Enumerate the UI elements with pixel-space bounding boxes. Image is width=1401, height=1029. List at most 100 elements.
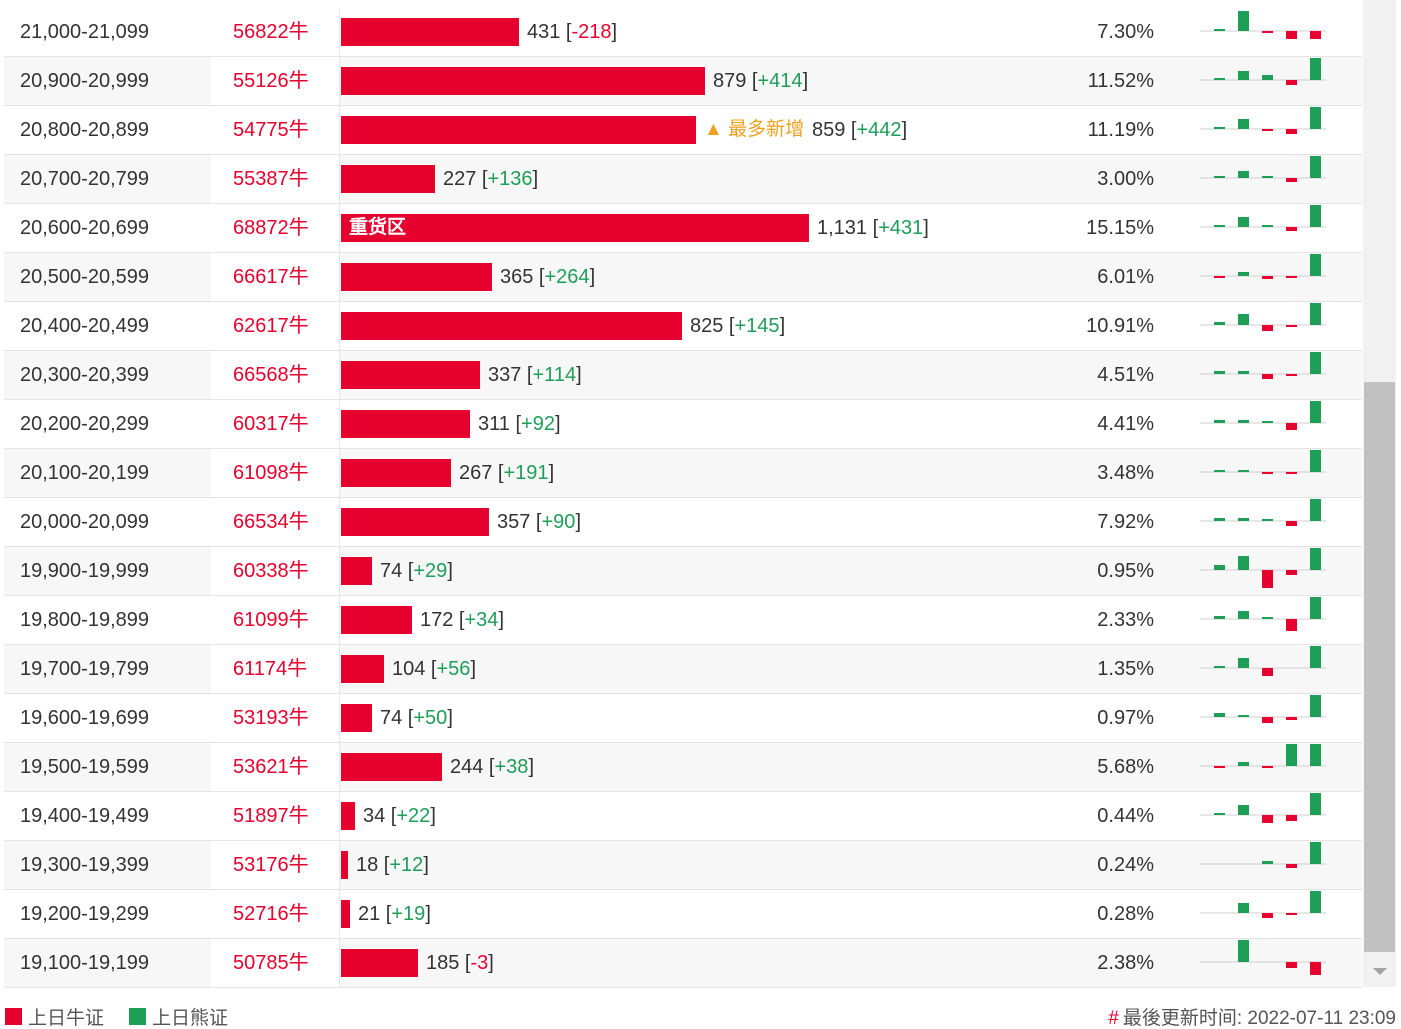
table-row[interactable]: 21,000-21,099 56822牛 431 [-218] 7.30% xyxy=(4,8,1362,57)
sparkline-bar xyxy=(1286,913,1297,915)
warrant-code-link[interactable]: 61098牛 xyxy=(233,462,309,484)
outstanding-bar xyxy=(341,263,492,291)
warrant-code-link[interactable]: 52716牛 xyxy=(233,903,309,925)
table-row[interactable]: 19,500-19,599 53621牛 244 [+38] 5.68% xyxy=(4,743,1362,792)
price-range: 19,200-19,299 xyxy=(20,903,150,925)
outstanding-bar xyxy=(341,312,682,340)
sparkline-bar xyxy=(1262,276,1273,279)
price-range: 19,600-19,699 xyxy=(20,707,150,729)
warrant-code-link[interactable]: 53621牛 xyxy=(233,756,309,778)
table-row[interactable]: 19,300-19,399 53176牛 18 [+12] 0.24% xyxy=(4,841,1362,890)
table-row[interactable]: 19,400-19,499 51897牛 34 [+22] 0.44% xyxy=(4,792,1362,841)
table-row[interactable]: 20,200-20,299 60317牛 311 [+92] 4.41% xyxy=(4,400,1362,449)
warrant-code-link[interactable]: 66534牛 xyxy=(233,511,309,533)
outstanding-bar xyxy=(341,165,435,193)
daily-change: +145 xyxy=(734,315,780,337)
outstanding-bar xyxy=(341,655,384,683)
sparkline-bar xyxy=(1262,913,1273,918)
share-percent: 0.28% xyxy=(1097,903,1154,925)
outstanding-count: 172 xyxy=(420,609,454,631)
table-row[interactable]: 19,700-19,799 61174牛 104 [+56] 1.35% xyxy=(4,645,1362,694)
warrant-code-link[interactable]: 60317牛 xyxy=(233,413,309,435)
table-row[interactable]: 19,800-19,899 61099牛 172 [+34] 2.33% xyxy=(4,596,1362,645)
table-row[interactable]: 20,400-20,499 62617牛 825 [+145] 10.91% xyxy=(4,302,1362,351)
table-row[interactable]: 20,300-20,399 66568牛 337 [+114] 4.51% xyxy=(4,351,1362,400)
sparkline-bar xyxy=(1238,903,1249,913)
table-row[interactable]: 20,900-20,999 55126牛 879 [+414] 11.52% xyxy=(4,57,1362,106)
sparkline-bar xyxy=(1238,518,1249,521)
hash-icon: # xyxy=(1108,1008,1119,1029)
warrant-code-link[interactable]: 53193牛 xyxy=(233,707,309,729)
sparkline-bar xyxy=(1286,276,1297,278)
daily-change: +22 xyxy=(396,805,431,827)
sparkline-bar xyxy=(1238,556,1249,570)
sparkline-bar xyxy=(1310,107,1321,129)
outstanding-bar xyxy=(341,361,480,389)
scroll-down-arrow-icon[interactable] xyxy=(1363,958,1396,984)
history-sparkline xyxy=(1200,303,1326,331)
warrant-code-link[interactable]: 56822牛 xyxy=(233,21,309,43)
outstanding-bar xyxy=(341,802,355,830)
warrant-code-link[interactable]: 60338牛 xyxy=(233,560,309,582)
warrant-code-link[interactable]: 53176牛 xyxy=(233,854,309,876)
sparkline-bar xyxy=(1262,617,1273,619)
history-sparkline xyxy=(1200,548,1326,588)
sparkline-bar xyxy=(1238,611,1249,619)
history-sparkline xyxy=(1200,499,1326,526)
sparkline-bar xyxy=(1238,71,1249,80)
sparkline-bar xyxy=(1214,565,1225,570)
outstanding-count: 21 xyxy=(358,903,381,925)
sparkline-bar xyxy=(1262,519,1273,521)
strike-cell-bg xyxy=(211,645,340,693)
strike-cell-bg xyxy=(211,841,340,889)
table-row[interactable]: 20,700-20,799 55387牛 227 [+136] 3.00% xyxy=(4,155,1362,204)
warrant-code-link[interactable]: 54775牛 xyxy=(233,119,309,141)
warrant-code-link[interactable]: 66617牛 xyxy=(233,266,309,288)
sparkline-bar xyxy=(1286,815,1297,821)
sparkline-bar xyxy=(1214,616,1225,619)
warrant-code-link[interactable]: 51897牛 xyxy=(233,805,309,827)
outstanding-count: 431 xyxy=(527,21,561,43)
sparkline-bar xyxy=(1310,548,1321,570)
sparkline-bar xyxy=(1262,31,1273,33)
sparkline-bar xyxy=(1286,80,1297,85)
outstanding-value: 879 [+414] xyxy=(713,70,809,92)
table-row[interactable]: 20,000-20,099 66534牛 357 [+90] 7.92% xyxy=(4,498,1362,547)
warrant-code-link[interactable]: 50785牛 xyxy=(233,952,309,974)
daily-change: +34 xyxy=(464,609,499,631)
table-row[interactable]: 20,600-20,699 68872牛 重货区 1,131 [+431] 15.15% xyxy=(4,204,1362,253)
share-percent: 3.00% xyxy=(1097,168,1154,190)
last-updated-label: 最後更新时间: xyxy=(1122,1008,1243,1029)
table-row[interactable]: 19,100-19,199 50785牛 185 [-3] 2.38% xyxy=(4,939,1362,988)
sparkline-bar xyxy=(1310,962,1321,975)
sparkline-bar xyxy=(1238,420,1249,423)
table-row[interactable]: 19,900-19,999 60338牛 74 [+29] 0.95% xyxy=(4,547,1362,596)
warrant-code-link[interactable]: 61099牛 xyxy=(233,609,309,631)
table-row[interactable]: 20,500-20,599 66617牛 365 [+264] 6.01% xyxy=(4,253,1362,302)
vertical-scrollbar[interactable] xyxy=(1363,0,1396,987)
sparkline-bar xyxy=(1238,715,1249,717)
share-percent: 6.01% xyxy=(1097,266,1154,288)
bear-swatch-icon xyxy=(129,1008,146,1025)
sparkline-bar xyxy=(1262,668,1273,676)
warrant-code-link[interactable]: 61174牛 xyxy=(233,658,308,680)
sparkline-bar xyxy=(1286,962,1297,968)
outstanding-value: 244 [+38] xyxy=(450,756,534,778)
warrant-code-link[interactable]: 66568牛 xyxy=(233,364,309,386)
daily-change: +264 xyxy=(544,266,590,288)
warrant-code-link[interactable]: 62617牛 xyxy=(233,315,309,337)
scrollbar-thumb[interactable] xyxy=(1364,382,1395,952)
warrant-code-link[interactable]: 68872牛 xyxy=(233,217,309,239)
price-range: 21,000-21,099 xyxy=(20,21,150,43)
table-row[interactable]: 20,100-20,199 61098牛 267 [+191] 3.48% xyxy=(4,449,1362,498)
table-row[interactable]: 19,600-19,699 53193牛 74 [+50] 0.97% xyxy=(4,694,1362,743)
warrant-code-link[interactable]: 55387牛 xyxy=(233,168,309,190)
warrant-code-link[interactable]: 55126牛 xyxy=(233,70,309,92)
outstanding-count: 18 xyxy=(356,854,379,876)
sparkline-bar xyxy=(1214,276,1225,278)
share-percent: 15.15% xyxy=(1086,217,1154,239)
sparkline-bar xyxy=(1214,371,1225,374)
table-row[interactable]: 20,800-20,899 54775牛 ▲ 最多新增 859 [+442] 11.19… xyxy=(4,106,1362,155)
table-row[interactable]: 19,200-19,299 52716牛 21 [+19] 0.28% xyxy=(4,890,1362,939)
outstanding-bar xyxy=(341,508,489,536)
